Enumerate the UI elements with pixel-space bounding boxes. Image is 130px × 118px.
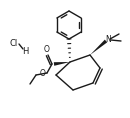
Text: O: O [40,69,46,78]
Text: H: H [22,46,28,55]
Polygon shape [90,40,107,55]
Polygon shape [54,62,70,66]
Text: N: N [105,36,111,44]
Text: O: O [44,45,50,54]
Text: Cl: Cl [10,38,18,48]
